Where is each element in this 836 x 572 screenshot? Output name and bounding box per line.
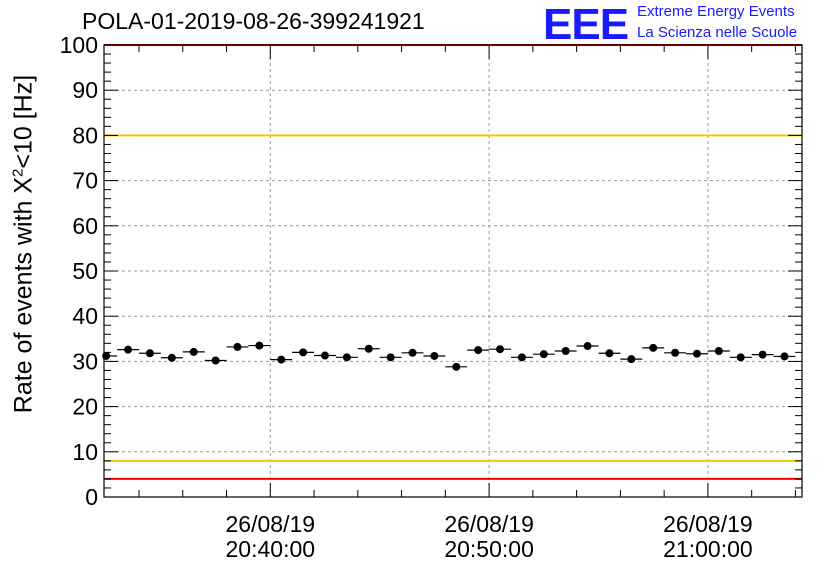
- data-points: [102, 341, 796, 371]
- x-tick-labels: 26/08/1920:40:0026/08/1920:50:0026/08/19…: [226, 511, 753, 562]
- y-axis-label: Rate of events with X2<10 [Hz]: [9, 75, 38, 413]
- data-point: [583, 342, 592, 351]
- data-point: [627, 355, 636, 364]
- data-point: [342, 353, 351, 362]
- data-point: [299, 348, 308, 357]
- data-point: [561, 347, 570, 356]
- y-tick-label: 0: [85, 484, 98, 510]
- data-point: [517, 353, 526, 362]
- data-point: [474, 346, 483, 355]
- y-axis-label-prefix: Rate of events with X: [9, 176, 38, 414]
- data-point: [364, 344, 373, 353]
- data-point: [758, 350, 767, 359]
- x-tick-label-date: 26/08/19: [226, 511, 316, 537]
- data-point: [496, 345, 505, 354]
- data-point: [145, 349, 154, 358]
- data-point: [408, 348, 417, 357]
- data-point: [692, 349, 701, 358]
- chart-title: POLA-01-2019-08-26-399241921: [82, 8, 425, 34]
- y-axis-label-suffix: <10 [Hz]: [9, 74, 38, 169]
- data-point: [605, 349, 614, 358]
- data-point: [189, 347, 198, 356]
- logo-line-2: La Scienza nelle Scuole: [637, 24, 798, 41]
- x-tick-label-date: 26/08/19: [444, 511, 534, 537]
- data-point: [539, 350, 548, 359]
- x-tick-label-time: 20:50:00: [444, 536, 534, 562]
- y-tick-labels: 0 10 20 30 40 50 60 70 80 90 100: [60, 32, 98, 510]
- y-tick-label: 70: [72, 168, 98, 194]
- data-point: [780, 352, 789, 361]
- data-point: [233, 342, 242, 351]
- y-tick-label: 80: [72, 122, 98, 148]
- y-tick-label: 100: [60, 32, 98, 58]
- y-tick-label: 20: [72, 394, 98, 420]
- data-point: [277, 355, 286, 364]
- data-point: [320, 351, 329, 360]
- y-tick-label: 50: [72, 258, 98, 284]
- data-point: [452, 362, 461, 371]
- data-point: [736, 353, 745, 362]
- y-tick-label: 40: [72, 303, 98, 329]
- axis-ticks: [104, 44, 802, 498]
- data-point: [671, 348, 680, 357]
- x-tick-label-time: 21:00:00: [663, 536, 753, 562]
- data-point: [386, 353, 395, 362]
- data-point: [714, 347, 723, 356]
- y-tick-label: 90: [72, 77, 98, 103]
- reference-lines: [104, 44, 802, 480]
- data-point: [255, 341, 264, 350]
- y-axis-label-sup: 2: [9, 168, 27, 177]
- data-point: [430, 351, 439, 360]
- data-point: [211, 356, 220, 365]
- data-point: [167, 353, 176, 362]
- x-tick-label-time: 20:40:00: [226, 536, 316, 562]
- y-tick-label: 10: [72, 439, 98, 465]
- y-tick-label: 30: [72, 348, 98, 374]
- data-point: [102, 351, 111, 360]
- logo-line-1: Extreme Energy Events: [637, 3, 795, 20]
- eee-logo: EEE: [543, 0, 629, 49]
- y-tick-label: 60: [72, 213, 98, 239]
- x-tick-label-date: 26/08/19: [663, 511, 753, 537]
- grid-lines: [104, 45, 802, 497]
- data-point: [649, 343, 658, 352]
- data-point: [124, 345, 133, 354]
